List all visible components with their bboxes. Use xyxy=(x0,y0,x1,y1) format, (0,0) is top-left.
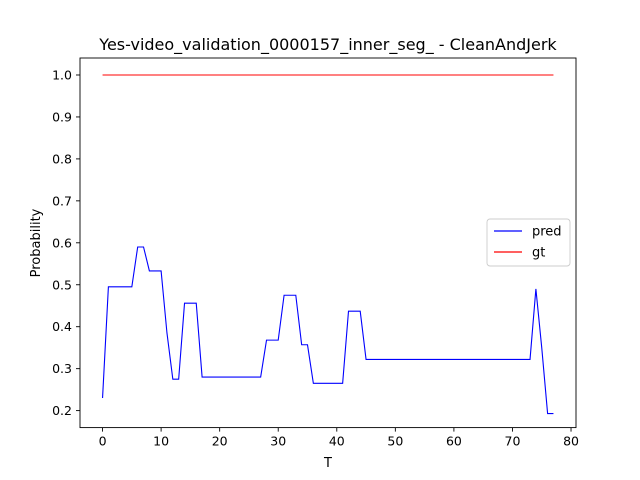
legend: pred gt xyxy=(486,218,571,267)
y-tick-label: 0.9 xyxy=(52,109,72,124)
y-tick-label: 0.8 xyxy=(52,151,72,166)
y-tick-label: 0.7 xyxy=(52,193,72,208)
x-tick-label: 70 xyxy=(505,434,521,449)
y-tick-label: 1.0 xyxy=(52,67,72,82)
x-tick-label: 0 xyxy=(99,434,107,449)
x-tick-label: 30 xyxy=(270,434,286,449)
chart-title: Yes-video_validation_0000157_inner_seg_ … xyxy=(98,35,557,55)
x-tick-label: 20 xyxy=(212,434,228,449)
y-tick-label: 0.5 xyxy=(52,277,72,292)
legend-gt-label: gt xyxy=(532,246,545,261)
x-tick-label: 60 xyxy=(446,434,462,449)
y-tick-label: 0.4 xyxy=(52,319,72,334)
y-tick-label: 0.6 xyxy=(52,235,72,250)
y-tick-label: 0.2 xyxy=(52,403,72,418)
x-tick-label: 80 xyxy=(563,434,579,449)
x-tick-label: 50 xyxy=(387,434,403,449)
plot-lines xyxy=(102,74,554,415)
x-axis-ticks: 0 10 20 30 40 50 60 70 80 xyxy=(99,427,579,449)
y-tick-label: 0.3 xyxy=(52,361,72,376)
x-tick-label: 10 xyxy=(153,434,169,449)
y-axis-label: Probability xyxy=(29,208,44,277)
series-line-pred xyxy=(102,246,554,415)
x-axis-label: T xyxy=(323,456,332,471)
y-axis-ticks: 0.2 0.3 0.4 0.5 0.6 0.7 0.8 0.9 1.0 xyxy=(52,67,80,418)
legend-pred-label: pred xyxy=(532,225,562,240)
x-tick-label: 40 xyxy=(329,434,345,449)
